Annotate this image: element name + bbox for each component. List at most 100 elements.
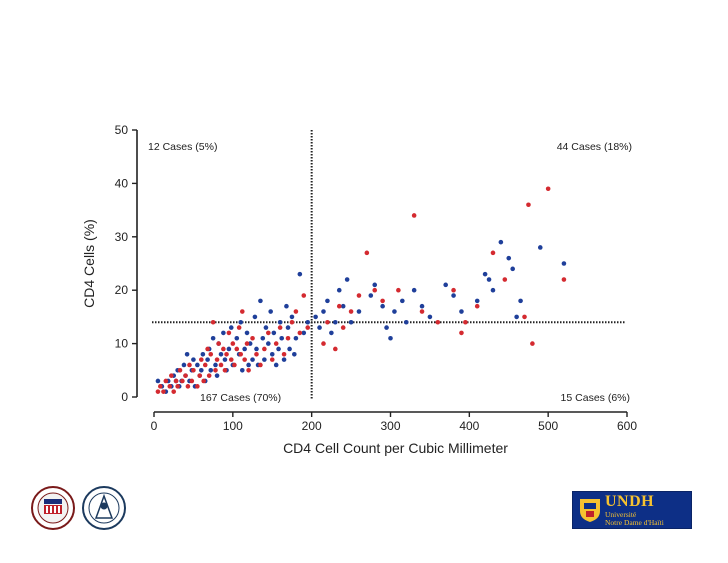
data-point-red (226, 330, 232, 336)
data-point-red (321, 341, 326, 346)
data-point-red (269, 357, 275, 362)
data-point-red (289, 319, 295, 325)
data-point-red (325, 319, 330, 325)
data-point-red (285, 335, 291, 341)
data-point-blue (262, 357, 267, 362)
undh-shield-icon (580, 499, 600, 522)
data-point-blue (474, 298, 480, 304)
data-point-blue (244, 330, 250, 336)
data-point-blue (459, 309, 464, 314)
data-point-blue (443, 282, 448, 288)
partner-seals (30, 485, 130, 531)
data-point-red (356, 293, 362, 298)
data-point-red (244, 341, 250, 346)
data-point-blue (289, 314, 295, 320)
data-point-blue (222, 357, 228, 362)
data-point-red (258, 362, 263, 368)
data-point-blue (301, 330, 307, 336)
data-point-blue (279, 335, 285, 341)
y-axis-label: CD4 Cells (%) (81, 219, 97, 308)
data-point-red (459, 330, 464, 336)
data-point-red (199, 357, 204, 362)
data-point-red (216, 341, 221, 346)
data-point-blue (400, 298, 405, 304)
data-point-red (234, 346, 240, 352)
data-point-blue (329, 330, 334, 336)
data-point-red (228, 357, 234, 362)
data-point-red (364, 250, 370, 256)
data-point-red (218, 362, 224, 368)
data-point-red (380, 298, 385, 304)
data-point-red (236, 325, 242, 330)
data-point-blue (344, 277, 350, 282)
data-point-blue (356, 309, 362, 314)
data-point-red (175, 384, 180, 389)
data-point-red (530, 341, 535, 346)
y-tick-label: 50 (115, 123, 129, 137)
data-point-blue (195, 362, 200, 368)
data-point-blue (486, 277, 492, 282)
data-point-blue (325, 298, 330, 304)
data-point-blue (200, 351, 206, 357)
data-point-blue (210, 335, 216, 341)
data-point-blue (242, 346, 247, 352)
data-point-blue (313, 314, 318, 320)
data-point-red (155, 389, 161, 394)
y-tick-label: 10 (115, 337, 129, 351)
data-point-blue (276, 346, 281, 352)
x-tick-label: 0 (151, 419, 158, 433)
data-point-blue (281, 357, 287, 362)
data-point-blue (191, 357, 196, 362)
x-tick-label: 400 (459, 419, 479, 433)
data-point-red (281, 351, 287, 357)
data-point-blue (181, 362, 187, 368)
data-point-blue (490, 287, 496, 293)
data-point-red (167, 384, 173, 389)
data-point-blue (427, 314, 433, 320)
data-point-blue (419, 303, 425, 309)
data-point-blue (263, 325, 269, 330)
data-point-red (545, 186, 551, 192)
data-point-red (180, 378, 185, 384)
data-point-blue (380, 303, 385, 309)
data-point-blue (305, 319, 311, 325)
data-points (155, 186, 567, 394)
data-point-blue (269, 351, 275, 357)
data-point-red (396, 287, 401, 293)
data-point-red (163, 378, 169, 384)
data-point-blue (336, 287, 342, 293)
data-point-blue (403, 319, 409, 325)
data-point-blue (246, 362, 251, 368)
data-point-red (262, 346, 267, 352)
data-point-blue (239, 368, 245, 373)
data-point-blue (268, 309, 273, 314)
data-point-blue (297, 271, 303, 277)
data-point-red (490, 250, 496, 256)
undh-logo: UNDH Université Notre Dame d'Haïti (572, 491, 692, 529)
quadrant-label-top-right: 44 Cases (18%) (557, 141, 632, 153)
data-point-blue (285, 325, 291, 330)
data-point-red (173, 378, 179, 384)
data-point-blue (260, 335, 266, 341)
data-point-blue (510, 266, 515, 272)
data-point-red (191, 368, 196, 373)
data-point-blue (266, 341, 271, 346)
data-point-blue (340, 303, 346, 309)
x-tick-label: 300 (380, 419, 400, 433)
data-point-blue (218, 351, 224, 357)
data-point-blue (384, 325, 389, 330)
data-point-blue (252, 314, 258, 320)
data-point-blue (277, 319, 283, 325)
data-point-blue (258, 298, 263, 304)
data-point-red (336, 303, 342, 309)
data-point-red (419, 309, 425, 314)
data-point-blue (514, 314, 519, 320)
data-point-blue (348, 319, 354, 325)
data-point-blue (155, 378, 161, 384)
data-point-red (305, 325, 311, 330)
data-point-red (293, 309, 299, 314)
y-tick-label: 30 (115, 230, 129, 244)
data-point-red (214, 357, 220, 362)
data-point-red (210, 319, 216, 325)
